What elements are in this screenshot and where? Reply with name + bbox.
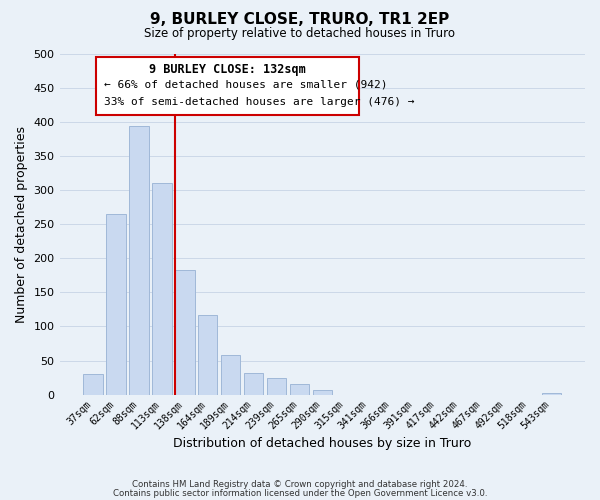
Bar [542,392,561,394]
Bar [221,355,241,395]
Bar [267,378,286,394]
Bar [83,374,103,394]
Text: ← 66% of detached houses are smaller (942): ← 66% of detached houses are smaller (94… [104,80,388,90]
Bar [152,184,172,394]
FancyBboxPatch shape [97,58,359,116]
Bar [244,373,263,394]
Bar [106,214,126,394]
Bar [198,315,217,394]
Text: 9 BURLEY CLOSE: 132sqm: 9 BURLEY CLOSE: 132sqm [149,62,306,76]
Bar [313,390,332,394]
Text: 33% of semi-detached houses are larger (476) →: 33% of semi-detached houses are larger (… [104,96,415,106]
Bar [129,126,149,394]
Text: 9, BURLEY CLOSE, TRURO, TR1 2EP: 9, BURLEY CLOSE, TRURO, TR1 2EP [151,12,449,28]
Y-axis label: Number of detached properties: Number of detached properties [15,126,28,323]
Text: Contains HM Land Registry data © Crown copyright and database right 2024.: Contains HM Land Registry data © Crown c… [132,480,468,489]
X-axis label: Distribution of detached houses by size in Truro: Distribution of detached houses by size … [173,437,472,450]
Text: Contains public sector information licensed under the Open Government Licence v3: Contains public sector information licen… [113,489,487,498]
Bar [175,270,194,394]
Bar [290,384,309,394]
Text: Size of property relative to detached houses in Truro: Size of property relative to detached ho… [145,28,455,40]
